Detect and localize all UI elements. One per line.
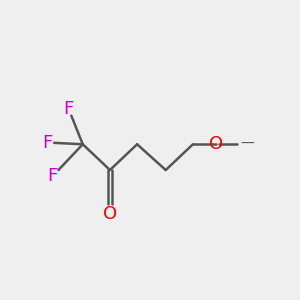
Text: O: O [209,135,223,153]
Text: F: F [48,167,58,185]
Text: F: F [63,100,74,118]
Text: F: F [42,134,52,152]
Text: —: — [240,137,254,151]
Text: O: O [103,206,117,224]
